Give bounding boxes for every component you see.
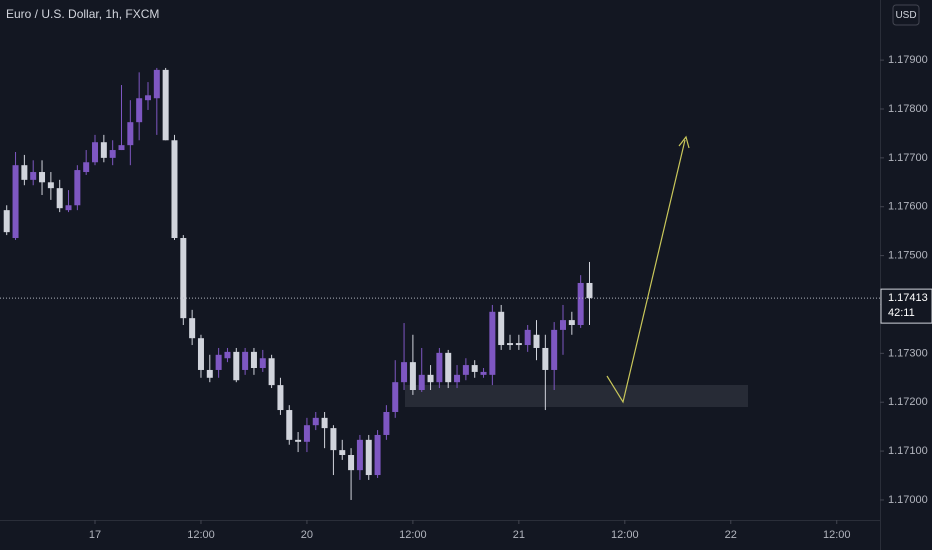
candle-body [12,165,19,239]
candle-body [144,95,151,101]
candle-body [436,352,443,383]
candle-body [189,318,196,339]
candle-body [454,374,461,383]
y-tick-label: 1.17600 [888,201,928,213]
y-tick-label: 1.17800 [888,103,928,115]
candle-body [295,439,302,442]
candle-body [286,410,293,440]
y-tick-label: 1.17100 [888,445,928,457]
projection-arrow [606,139,686,404]
candle-body [153,69,160,99]
candle-body [418,374,425,390]
candle-body [542,347,549,370]
candle-body [489,311,496,375]
candle-body [312,417,319,426]
candle-body [47,182,54,189]
candle-body [374,434,381,476]
candle-body [462,365,469,375]
y-tick-label: 1.17900 [888,54,928,66]
demand-zone [405,385,748,407]
currency[interactable]: USD [895,10,916,21]
candle-body [586,282,593,299]
candle-body [568,320,575,325]
candle-body [427,374,434,383]
candle-body [3,210,10,233]
last-price-label: 1.17413 [888,292,928,304]
candle-body [215,354,222,370]
x-tick-label: 12:00 [399,529,427,541]
candle-body [162,69,169,141]
candle-body [74,170,81,206]
candle-body [339,450,346,455]
candle-body [250,351,257,369]
candle-body [127,122,134,146]
x-tick-label: 22 [725,529,737,541]
candle-body [303,425,310,442]
candle-body [56,188,63,209]
x-tick-label: 12:00 [611,529,639,541]
candle-body [118,145,125,151]
candle-body [21,165,28,180]
candle-body [365,439,372,476]
candle-body [180,238,187,319]
x-tick-label: 12:00 [823,529,851,541]
candle-body [83,162,90,173]
candle-body [577,282,584,325]
candle-body [321,417,328,429]
x-tick-label: 21 [513,529,525,541]
candle-body [268,358,275,386]
candle-body [277,385,284,411]
currency-box[interactable] [892,4,920,26]
candle-body [533,334,540,348]
x-tick-label: 12:00 [187,529,215,541]
candle-body [39,172,46,183]
x-tick-label: 20 [301,529,313,541]
candle-body [233,351,240,381]
candle-body [242,351,249,370]
candle-body [224,351,231,359]
candle-body [480,371,487,375]
candle-body [445,352,452,383]
candle-body [524,329,531,346]
candle-body [515,343,522,346]
candle-body [136,98,143,123]
candle-body [356,439,363,471]
candle-body [383,411,390,435]
countdown: 42:11 [888,307,915,319]
candle-body [560,320,567,330]
candle-body [100,142,107,158]
last-price-box [880,288,932,324]
candle-body [392,382,399,412]
candle-body [259,358,266,369]
candle-body [507,343,514,346]
y-tick-label: 1.17700 [888,152,928,164]
chart-title: Euro / U.S. Dollar, 1h, FXCM [6,7,159,21]
candle-body [197,338,204,370]
candle-body [330,428,337,451]
candle-body [348,455,355,471]
candle-body [92,142,99,163]
x-tick-label: 17 [89,529,101,541]
candle-body [30,172,37,180]
candle-body [409,362,416,390]
arrow-head [678,135,690,149]
candle-body [498,311,505,346]
y-tick-label: 1.17500 [888,250,928,262]
candle-body [471,365,478,372]
candle-body [65,205,72,211]
y-tick-label: 1.17300 [888,347,928,359]
candle-body [551,329,558,370]
candle-body [171,140,178,239]
y-tick-label: 1.17000 [888,494,928,506]
candle-body [109,150,116,158]
y-tick-label: 1.17200 [888,396,928,408]
candle-body [206,369,213,378]
candle-body [401,362,408,383]
